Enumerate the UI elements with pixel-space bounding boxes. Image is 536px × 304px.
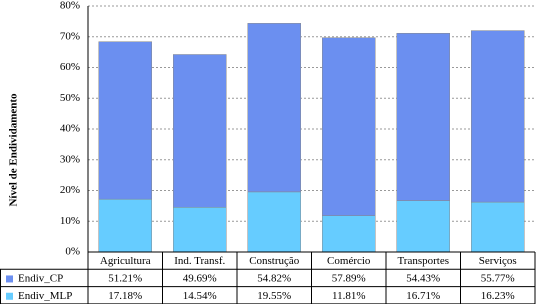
table-value: 17.18% [108, 290, 142, 302]
y-tick-label: 80% [60, 0, 80, 12]
y-tick-label: 50% [60, 92, 80, 104]
bar-segment [173, 207, 227, 253]
x-tick-label: Serviços [479, 255, 517, 267]
bar-segment [396, 32, 450, 201]
x-tick-label: Comércio [327, 255, 371, 267]
x-tick-label: Ind. Transf. [174, 255, 225, 267]
y-tick-label: 30% [60, 153, 80, 165]
table-value: 49.69% [183, 272, 217, 284]
legend-label: Endiv_MLP [18, 290, 72, 302]
legend-label: Endiv_CP [18, 272, 63, 284]
bar-segment [471, 201, 525, 253]
y-tick-label: 20% [60, 184, 80, 196]
bar-segment [322, 215, 376, 253]
table-value: 14.54% [183, 290, 217, 302]
table-value: 51.21% [108, 272, 142, 284]
table-value: 54.43% [406, 272, 440, 284]
bar-segment [247, 23, 301, 193]
bar-segment [98, 198, 152, 253]
x-tick-label: Construção [249, 255, 300, 267]
table-value: 16.23% [481, 290, 515, 302]
bar-segment [322, 37, 376, 216]
x-tick-label: Transportes [397, 255, 449, 267]
table-value: 19.55% [257, 290, 291, 302]
table-value: 55.77% [481, 272, 515, 284]
bar-segment [471, 30, 525, 203]
legend-swatch [6, 275, 13, 283]
bar-segment [396, 200, 450, 253]
y-tick-label: 10% [60, 215, 80, 227]
bar-segment [173, 54, 227, 208]
table-value: 16.71% [406, 290, 440, 302]
table-value: 54.82% [257, 272, 291, 284]
legend-swatch [6, 292, 13, 300]
table-value: 11.81% [332, 290, 366, 302]
y-axis-title: Nível de Endividamento [8, 93, 20, 207]
table-value: 57.89% [332, 272, 366, 284]
y-tick-label: 40% [60, 123, 80, 135]
x-tick-label: Agricultura [100, 255, 151, 267]
bar-segment [98, 41, 152, 200]
bar-segment [247, 191, 301, 253]
y-tick-label: 60% [60, 61, 80, 73]
y-tick-label: 70% [60, 30, 80, 42]
y-tick-label: 0% [65, 246, 80, 258]
